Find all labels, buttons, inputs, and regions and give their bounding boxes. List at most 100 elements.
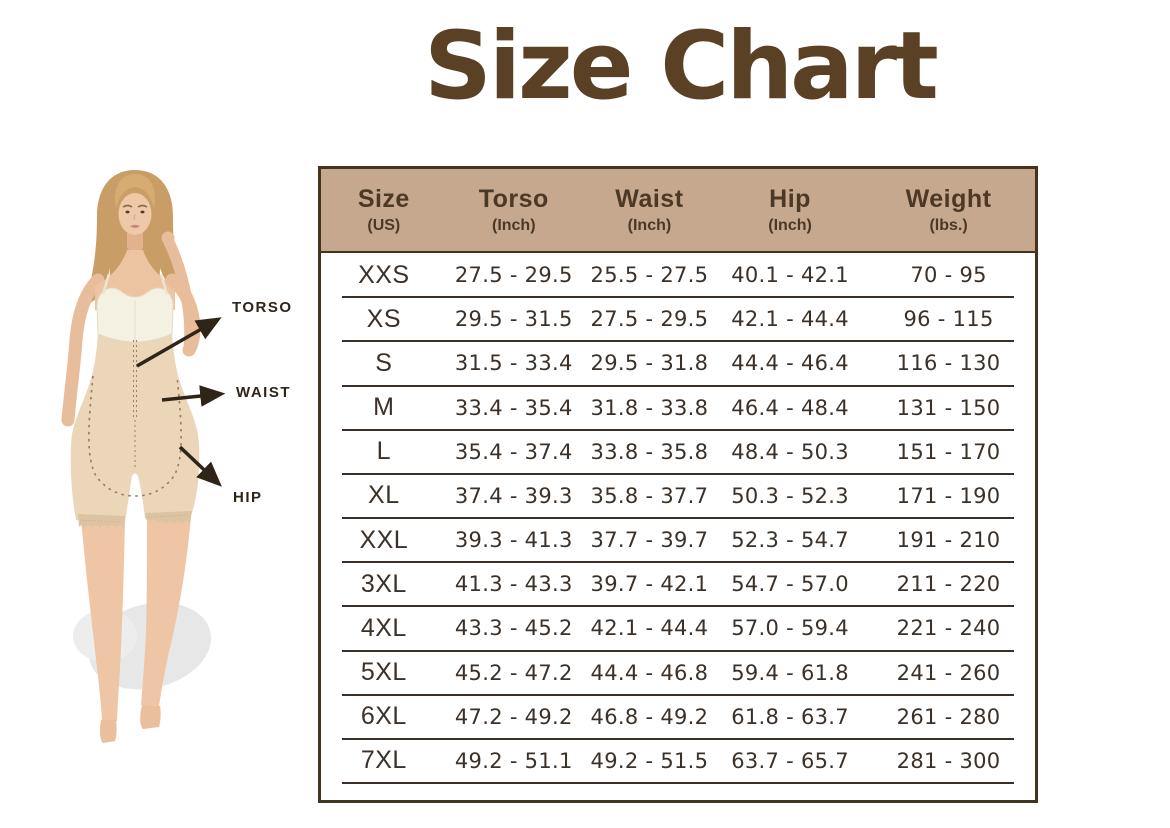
table-row: XS 29.5 - 31.5 27.5 - 29.5 42.1 - 44.4 96 - … [321, 297, 1035, 343]
annotation-waist-label: WAIST [236, 384, 291, 401]
cell-hip: 61.8 - 63.7 [731, 704, 849, 729]
annotation-arrows [136, 317, 226, 487]
lace-trim [145, 511, 192, 524]
column-label: Waist [615, 185, 684, 213]
cell-waist: 33.8 - 35.8 [590, 439, 709, 464]
table-row: 6XL 47.2 - 49.2 46.8 - 49.2 61.8 - 63.7 261 … [321, 695, 1035, 741]
page-title: Size Chart [424, 12, 939, 121]
table-row: M 33.4 - 35.4 31.8 - 33.8 46.4 - 48.4 131 - … [321, 386, 1035, 431]
waist-arrow-icon [161, 385, 226, 407]
cell-size: M [373, 393, 395, 422]
cell-torso: 37.4 - 39.3 [454, 483, 573, 508]
cell-hip: 50.3 - 52.3 [731, 483, 849, 508]
cell-hip: 48.4 - 50.3 [731, 439, 849, 464]
table-header-row: Size (US) Torso (Inch) Waist (Inch) Hip … [321, 169, 1035, 253]
cell-size: 6XL [360, 702, 407, 731]
cell-hip: 52.3 - 54.7 [731, 528, 849, 553]
column-header-waist: Waist (Inch) [581, 185, 718, 235]
table-row: 4XL 43.3 - 45.2 42.1 - 44.4 57.0 - 59.4 221 … [321, 606, 1035, 652]
cell-hip: 59.4 - 61.8 [731, 660, 849, 685]
cell-size: XXS [358, 260, 410, 289]
cell-waist: 44.4 - 46.8 [590, 660, 709, 685]
cell-hip: 44.4 - 46.4 [731, 351, 849, 376]
cell-torso: 49.2 - 51.1 [454, 748, 573, 773]
cell-torso: 35.4 - 37.4 [454, 439, 573, 464]
table-row: L 35.4 - 37.4 33.8 - 35.8 48.4 - 50.3 151 - … [321, 430, 1035, 476]
seam-stitching [88, 375, 182, 497]
cell-size: 3XL [360, 569, 407, 598]
cell-hip: 42.1 - 44.4 [731, 307, 849, 332]
model-illustration [61, 170, 212, 743]
cell-weight: 261 - 280 [896, 704, 1001, 729]
cell-waist: 42.1 - 44.4 [590, 616, 709, 641]
annotation-hip-label: HIP [233, 489, 263, 506]
cell-torso: 39.3 - 41.3 [454, 528, 573, 553]
table-row: 7XL 49.2 - 51.1 49.2 - 51.5 63.7 - 65.7 281 … [321, 739, 1035, 785]
cell-weight: 281 - 300 [896, 748, 1001, 773]
hip-arrow-icon [178, 445, 222, 487]
column-sublabel: (Inch) [768, 217, 812, 234]
table-row: XL 37.4 - 39.3 35.8 - 37.7 50.3 - 52.3 171 -… [321, 474, 1035, 520]
column-header-size: Size (US) [321, 185, 447, 235]
column-label: Weight [905, 185, 992, 213]
column-sublabel: (lbs.) [929, 217, 968, 234]
cell-weight: 241 - 260 [896, 660, 1001, 685]
cell-weight: 191 - 210 [896, 528, 1001, 553]
table-row: XXL 39.3 - 41.3 37.7 - 39.7 52.3 - 54.7 191 … [321, 518, 1035, 564]
column-label: Hip [769, 185, 811, 213]
cell-size: S [375, 348, 393, 377]
cell-hip: 57.0 - 59.4 [731, 616, 849, 641]
torso-arrow-icon [136, 317, 222, 368]
cell-torso: 43.3 - 45.2 [454, 616, 573, 641]
table-row: S 31.5 - 33.4 29.5 - 31.8 44.4 - 46.4 116 - … [321, 341, 1035, 387]
cell-torso: 33.4 - 35.4 [454, 395, 573, 420]
cell-torso: 29.5 - 31.5 [454, 307, 573, 332]
cell-size: L [376, 437, 392, 466]
column-header-weight: Weight (lbs.) [862, 185, 1035, 235]
cell-weight: 131 - 150 [896, 395, 1001, 420]
column-sublabel: (Inch) [491, 217, 536, 234]
cell-weight: 221 - 240 [896, 616, 1001, 641]
cell-torso: 41.3 - 43.3 [454, 572, 573, 597]
cell-size: 7XL [360, 746, 407, 775]
column-label: Torso [478, 185, 549, 213]
cell-weight: 70 - 95 [910, 263, 987, 288]
cell-weight: 211 - 220 [896, 572, 1001, 597]
column-header-torso: Torso (Inch) [447, 185, 581, 235]
cell-waist: 31.8 - 33.8 [590, 395, 709, 420]
table-row: XXS 27.5 - 29.5 25.5 - 27.5 40.1 - 42.1 70 -… [321, 253, 1035, 299]
table-row: 3XL 41.3 - 43.3 39.7 - 42.1 54.7 - 57.0 211 … [321, 562, 1035, 608]
shapewear-garment [70, 334, 200, 522]
cell-torso: 47.2 - 49.2 [454, 704, 573, 729]
cell-size: 4XL [360, 613, 407, 642]
column-label: Size [357, 185, 410, 213]
cell-size: XXL [359, 525, 409, 554]
cell-size: XL [368, 481, 400, 510]
cell-waist: 29.5 - 31.8 [590, 351, 709, 376]
column-sublabel: (Inch) [627, 217, 672, 234]
cell-torso: 31.5 - 33.4 [454, 351, 573, 376]
cell-weight: 171 - 190 [896, 483, 1001, 508]
size-table: Size (US) Torso (Inch) Waist (Inch) Hip … [318, 166, 1038, 803]
cell-hip: 63.7 - 65.7 [731, 748, 849, 773]
cell-size: XS [366, 304, 401, 333]
cell-hip: 46.4 - 48.4 [731, 395, 849, 420]
cell-torso: 45.2 - 47.2 [454, 660, 573, 685]
table-row: 5XL 45.2 - 47.2 44.4 - 46.8 59.4 - 61.8 241 … [321, 651, 1035, 696]
cell-waist: 37.7 - 39.7 [590, 528, 709, 553]
cell-weight: 151 - 170 [896, 439, 1001, 464]
column-header-hip: Hip (Inch) [718, 185, 862, 235]
cell-waist: 39.7 - 42.1 [590, 572, 709, 597]
cell-weight: 116 - 130 [896, 351, 1001, 376]
cell-waist: 46.8 - 49.2 [590, 704, 709, 729]
column-sublabel: (US) [367, 217, 401, 234]
size-table-body: XXS 27.5 - 29.5 25.5 - 27.5 40.1 - 42.1 70 -… [321, 253, 1035, 800]
cell-hip: 40.1 - 42.1 [731, 263, 849, 288]
cell-waist: 27.5 - 29.5 [590, 307, 709, 332]
annotation-torso-label: TORSO [232, 299, 293, 316]
cell-waist: 25.5 - 27.5 [590, 263, 709, 288]
cell-size: 5XL [360, 658, 407, 687]
cell-torso: 27.5 - 29.5 [454, 263, 573, 288]
cell-waist: 49.2 - 51.5 [590, 748, 709, 773]
